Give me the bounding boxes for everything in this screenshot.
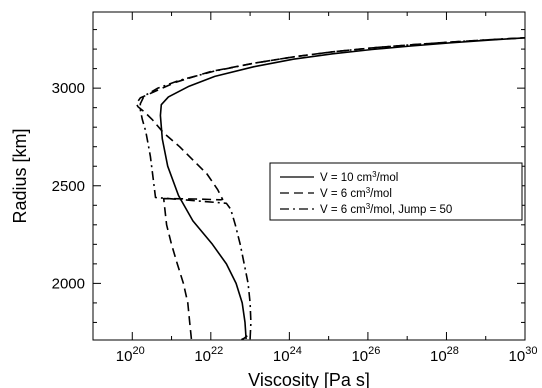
- x-tick-label: 1022: [194, 345, 223, 365]
- curve-fragment-1: [241, 335, 248, 340]
- legend-box: [269, 162, 523, 221]
- legend: V = 10 cm3/mol V = 6 cm3/mol V = 6 cm3/mol…: [269, 162, 523, 221]
- x-tick-label: 1030: [509, 345, 538, 365]
- y-tick-label: 3000: [52, 80, 85, 97]
- series-line-1: [159, 37, 525, 340]
- legend-label-2: V = 6 cm3/mol: [320, 186, 392, 200]
- plot-frame: [92, 11, 526, 341]
- axis-ticks: [92, 12, 526, 340]
- y-tick-label: 2000: [52, 275, 85, 292]
- x-tick-label: 1024: [273, 345, 302, 365]
- x-tick-label: 1026: [351, 345, 380, 365]
- x-tick-labels: 1020 1022 1024 1026 1028 1030: [116, 345, 538, 365]
- y-tick-label: 2500: [52, 178, 85, 195]
- y-tick-labels: 2000 2500 3000: [52, 80, 85, 292]
- x-tick-label: 1028: [430, 345, 459, 365]
- legend-label-3: V = 6 cm3/mol, Jump = 50: [320, 202, 452, 216]
- x-axis-title: Viscosity [Pa s]: [248, 370, 370, 388]
- series-line-2: [135, 37, 525, 340]
- legend-label-1: V = 10 cm3/mol: [320, 170, 398, 184]
- y-axis-title: Radius [km]: [10, 128, 30, 223]
- series-line-3: [139, 37, 525, 340]
- x-tick-label: 1020: [116, 345, 145, 365]
- series-curves: [135, 37, 525, 340]
